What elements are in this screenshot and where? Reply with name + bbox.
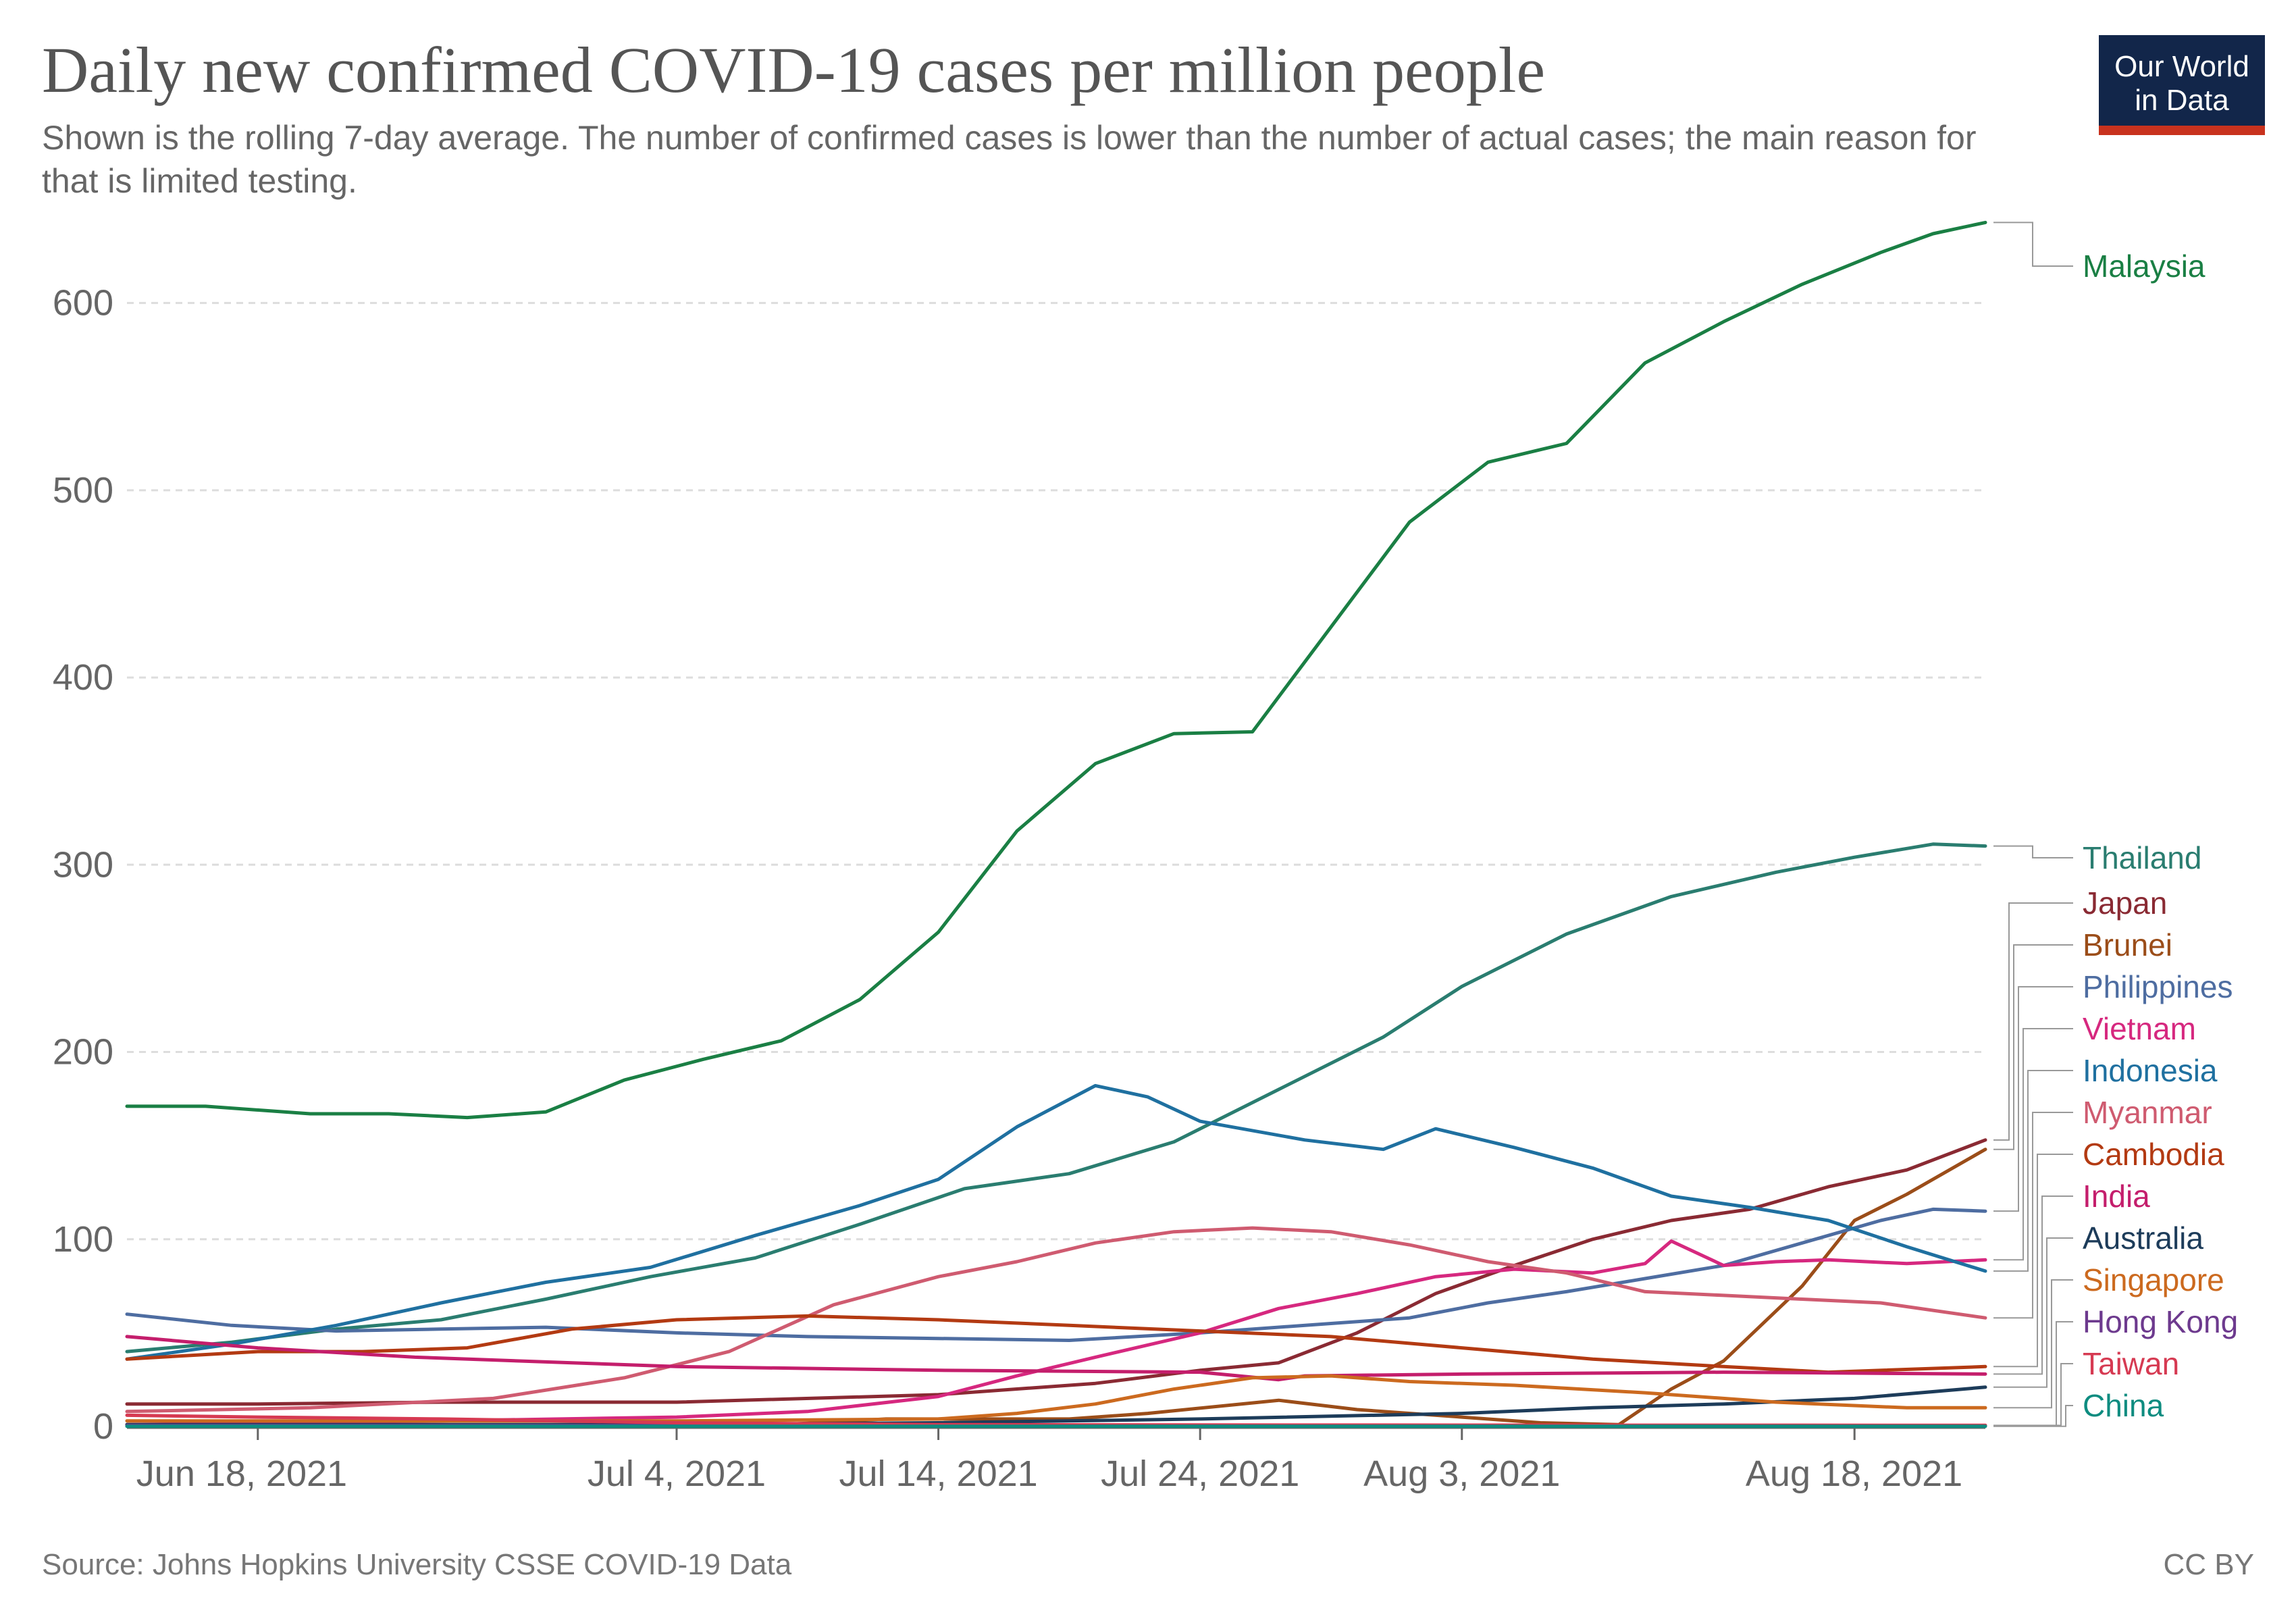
legend-label-thailand[interactable]: Thailand — [2083, 840, 2201, 875]
axes: 0 100 200 300 400 500 600 Jun 18, 2021 Jul 4, 20… — [53, 283, 1985, 1494]
legend-leader — [1993, 1363, 2073, 1426]
legend-leader — [1993, 1405, 2073, 1427]
series-line-myanmar[interactable] — [125, 1226, 1987, 1414]
legend-leader — [1993, 944, 2073, 1150]
legend-leader — [1993, 902, 2073, 1141]
series-line-vietnam[interactable] — [125, 1239, 1987, 1426]
y-tick-label: 400 — [53, 657, 113, 698]
owid-logo[interactable]: Our World in Data — [2099, 35, 2265, 135]
legend-leader — [1993, 986, 2073, 1212]
series-line-thailand[interactable] — [125, 842, 1987, 1354]
series-line-brunei[interactable] — [125, 1148, 1987, 1426]
legend-label-china[interactable]: China — [2083, 1388, 2164, 1423]
legend-leader — [1993, 1237, 2073, 1388]
legend-label-singapore[interactable]: Singapore — [2083, 1262, 2224, 1297]
legend-label-vietnam[interactable]: Vietnam — [2083, 1011, 2196, 1046]
chart-subtitle: Shown is the rolling 7-day average. The … — [42, 119, 1977, 200]
legend-leader — [1993, 222, 2073, 267]
legend-label-myanmar[interactable]: Myanmar — [2083, 1095, 2212, 1130]
y-tick-label: 600 — [53, 283, 113, 324]
legend-label-hong-kong[interactable]: Hong Kong — [2083, 1304, 2238, 1339]
series-line-philippines[interactable] — [125, 1207, 1987, 1342]
legend-leader — [1993, 1279, 2073, 1409]
source-note: Source: Johns Hopkins University CSSE CO… — [42, 1548, 792, 1581]
logo-line-2: in Data — [2135, 84, 2229, 117]
x-tick-label: Jun 18, 2021 — [136, 1453, 347, 1494]
legend-label-brunei[interactable]: Brunei — [2083, 927, 2172, 962]
gridlines — [127, 302, 1985, 1241]
x-tick-label: Aug 3, 2021 — [1363, 1453, 1560, 1494]
y-tick-label: 300 — [53, 844, 113, 885]
legend-leader — [1993, 1154, 2073, 1368]
x-tick-label: Jul 24, 2021 — [1101, 1453, 1299, 1494]
legend-label-taiwan[interactable]: Taiwan — [2083, 1346, 2179, 1381]
legend: Malaysia Thailand Japan Brunei Philippines Vi… — [2083, 249, 2238, 1423]
legend-label-cambodia[interactable]: Cambodia — [2083, 1137, 2224, 1172]
legend-leader — [1993, 1070, 2073, 1272]
legend-label-india[interactable]: India — [2083, 1179, 2150, 1214]
series-line-cambodia[interactable] — [125, 1314, 1987, 1374]
series-line-india[interactable] — [125, 1335, 1987, 1382]
y-tick-label: 200 — [53, 1032, 113, 1073]
legend-leader — [1993, 1112, 2073, 1319]
series-line-singapore[interactable] — [125, 1374, 1987, 1423]
y-tick-label: 100 — [53, 1219, 113, 1260]
y-tick-label: 0 — [93, 1406, 113, 1447]
logo-line-1: Our World — [2114, 50, 2249, 83]
chart-title: Daily new confirmed COVID-19 cases per m… — [42, 34, 1546, 106]
legend-leader — [1993, 1028, 2073, 1261]
y-tick-label: 500 — [53, 470, 113, 511]
legend-leader — [1993, 1195, 2073, 1375]
x-tick-label: Jul 14, 2021 — [839, 1453, 1037, 1494]
x-tick-label: Aug 18, 2021 — [1746, 1453, 1962, 1494]
series-line-indonesia[interactable] — [125, 1083, 1987, 1361]
legend-label-malaysia[interactable]: Malaysia — [2083, 249, 2206, 284]
series-lines — [125, 220, 1987, 1429]
series-line-japan[interactable] — [125, 1138, 1987, 1406]
legend-label-japan[interactable]: Japan — [2083, 885, 2167, 921]
license-link[interactable]: CC BY — [2163, 1548, 2254, 1581]
legend-label-australia[interactable]: Australia — [2083, 1220, 2203, 1256]
legend-leader — [1993, 845, 2073, 858]
legend-label-indonesia[interactable]: Indonesia — [2083, 1053, 2218, 1088]
series-line-malaysia[interactable] — [125, 220, 1987, 1120]
legend-label-philippines[interactable]: Philippines — [2083, 969, 2233, 1004]
x-tick-label: Jul 4, 2021 — [588, 1453, 766, 1494]
legend-leader-lines — [1993, 222, 2073, 1427]
